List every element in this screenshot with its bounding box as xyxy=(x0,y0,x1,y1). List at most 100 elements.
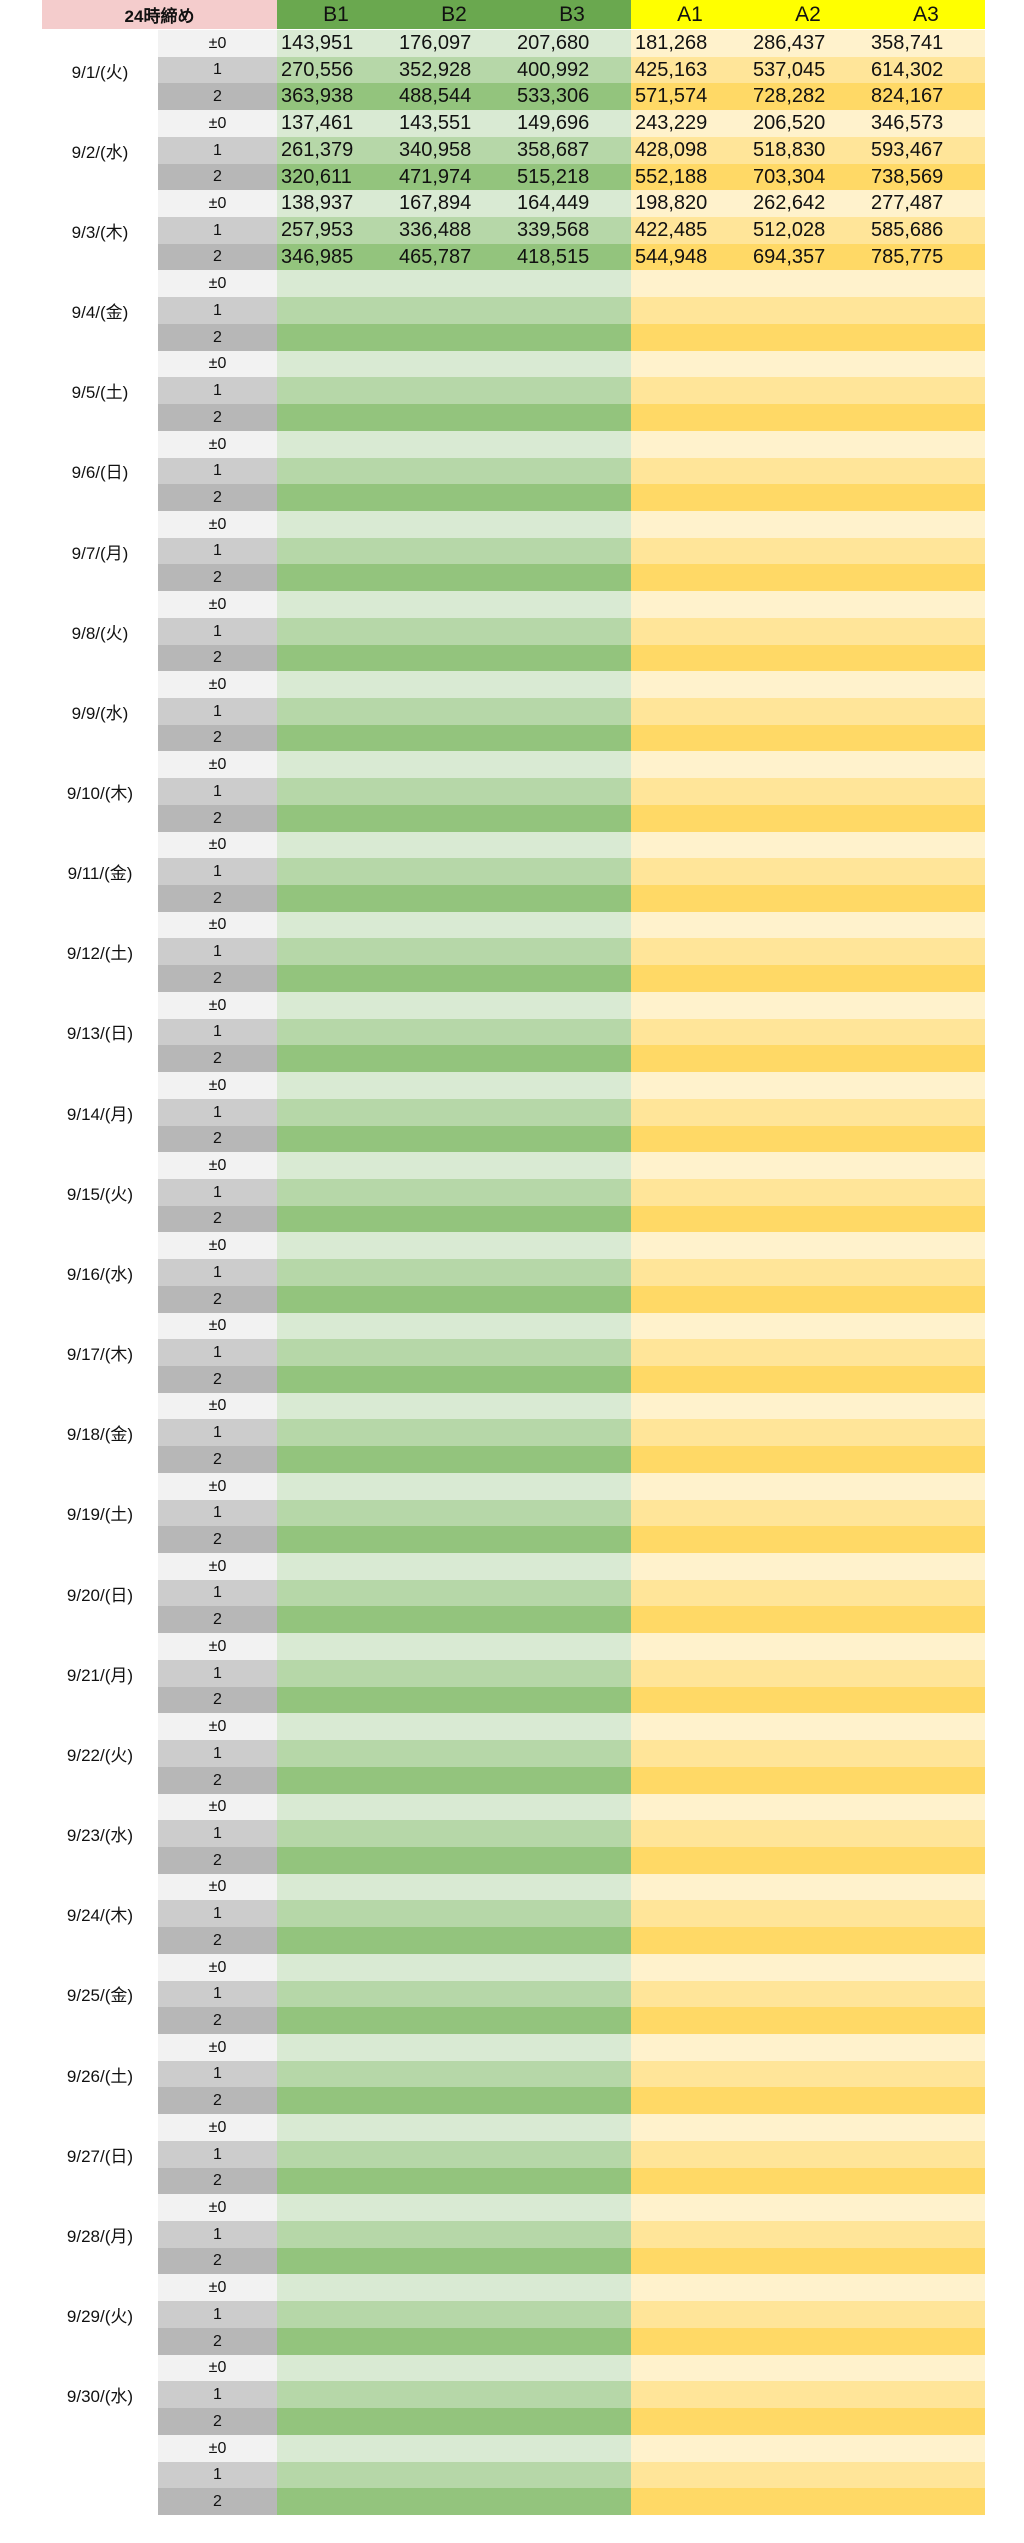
table-cell[interactable] xyxy=(631,1874,749,1900)
table-cell[interactable] xyxy=(395,1954,513,1981)
table-cell[interactable] xyxy=(277,1473,395,1500)
table-cell[interactable] xyxy=(867,938,985,965)
table-cell[interactable] xyxy=(513,538,631,564)
table-cell[interactable]: 181,268 xyxy=(631,30,749,57)
table-cell[interactable] xyxy=(631,965,749,992)
table-cell[interactable] xyxy=(513,2435,631,2462)
table-cell[interactable] xyxy=(277,1633,395,1660)
table-cell[interactable] xyxy=(513,832,631,858)
table-cell[interactable] xyxy=(395,938,513,965)
table-cell[interactable] xyxy=(867,1206,985,1232)
table-cell[interactable] xyxy=(395,778,513,805)
table-cell[interactable] xyxy=(749,698,867,725)
table-cell[interactable] xyxy=(513,1900,631,1927)
table-cell[interactable]: 320,611 xyxy=(277,164,395,190)
table-cell[interactable] xyxy=(749,1553,867,1580)
column-header-b3[interactable]: B3 xyxy=(513,0,631,29)
table-cell[interactable] xyxy=(395,2087,513,2114)
table-cell[interactable] xyxy=(749,645,867,671)
table-cell[interactable]: 262,642 xyxy=(749,190,867,217)
table-cell[interactable] xyxy=(395,2328,513,2355)
table-cell[interactable] xyxy=(867,1446,985,1473)
table-cell[interactable] xyxy=(749,2381,867,2408)
table-cell[interactable] xyxy=(513,1045,631,1072)
table-cell[interactable]: 336,488 xyxy=(395,217,513,244)
table-cell[interactable] xyxy=(749,2408,867,2435)
table-cell[interactable] xyxy=(867,1847,985,1874)
table-cell[interactable] xyxy=(867,725,985,751)
table-cell[interactable] xyxy=(867,1606,985,1633)
table-cell[interactable] xyxy=(395,1526,513,1553)
table-cell[interactable] xyxy=(395,1580,513,1606)
table-cell[interactable] xyxy=(749,270,867,297)
table-cell[interactable] xyxy=(395,404,513,431)
table-cell[interactable]: 428,098 xyxy=(631,137,749,164)
table-cell[interactable] xyxy=(277,484,395,511)
table-cell[interactable] xyxy=(513,1206,631,1232)
table-cell[interactable] xyxy=(749,297,867,324)
table-cell[interactable]: 143,551 xyxy=(395,110,513,137)
table-cell[interactable] xyxy=(867,1366,985,1393)
table-cell[interactable] xyxy=(631,404,749,431)
table-cell[interactable] xyxy=(631,2408,749,2435)
table-cell[interactable] xyxy=(867,270,985,297)
table-cell[interactable] xyxy=(395,671,513,698)
table-cell[interactable]: 738,569 xyxy=(867,164,985,190)
table-cell[interactable] xyxy=(867,751,985,778)
table-cell[interactable] xyxy=(277,351,395,377)
table-cell[interactable] xyxy=(277,1339,395,1366)
table-cell[interactable] xyxy=(867,1419,985,1446)
table-cell[interactable] xyxy=(513,1179,631,1206)
table-cell[interactable] xyxy=(395,2007,513,2034)
table-cell[interactable] xyxy=(749,538,867,564)
table-cell[interactable] xyxy=(277,2408,395,2435)
table-cell[interactable] xyxy=(867,885,985,912)
column-header-b2[interactable]: B2 xyxy=(395,0,513,29)
table-cell[interactable]: 143,951 xyxy=(277,30,395,57)
table-cell[interactable] xyxy=(513,1553,631,1580)
table-cell[interactable] xyxy=(631,591,749,618)
table-cell[interactable] xyxy=(277,885,395,912)
table-cell[interactable] xyxy=(277,1526,395,1553)
table-cell[interactable] xyxy=(867,297,985,324)
table-cell[interactable] xyxy=(867,992,985,1019)
table-cell[interactable] xyxy=(277,1419,395,1446)
table-cell[interactable] xyxy=(867,2087,985,2114)
table-cell[interactable] xyxy=(277,297,395,324)
table-cell[interactable] xyxy=(277,1393,395,1419)
table-cell[interactable] xyxy=(395,1927,513,1954)
table-cell[interactable] xyxy=(631,2248,749,2274)
table-cell[interactable] xyxy=(277,698,395,725)
table-cell[interactable] xyxy=(631,618,749,645)
table-cell[interactable] xyxy=(749,912,867,938)
table-cell[interactable] xyxy=(631,1206,749,1232)
table-cell[interactable] xyxy=(631,671,749,698)
table-cell[interactable] xyxy=(749,1313,867,1339)
table-cell[interactable] xyxy=(867,618,985,645)
table-cell[interactable] xyxy=(513,2408,631,2435)
table-cell[interactable] xyxy=(749,1045,867,1072)
table-cell[interactable] xyxy=(395,2061,513,2087)
table-cell[interactable] xyxy=(277,1900,395,1927)
table-cell[interactable]: 785,775 xyxy=(867,244,985,270)
table-cell[interactable] xyxy=(395,1900,513,1927)
table-cell[interactable] xyxy=(749,1393,867,1419)
table-cell[interactable]: 339,568 xyxy=(513,217,631,244)
table-cell[interactable]: 358,741 xyxy=(867,30,985,57)
table-cell[interactable] xyxy=(749,324,867,351)
table-cell[interactable] xyxy=(277,1232,395,1259)
table-cell[interactable] xyxy=(749,2355,867,2381)
table-cell[interactable] xyxy=(395,351,513,377)
table-cell[interactable] xyxy=(277,2061,395,2087)
table-cell[interactable] xyxy=(749,2488,867,2515)
table-cell[interactable] xyxy=(395,1553,513,1580)
table-cell[interactable] xyxy=(749,832,867,858)
table-cell[interactable] xyxy=(395,1072,513,1099)
table-cell[interactable] xyxy=(867,591,985,618)
table-cell[interactable] xyxy=(395,1099,513,1126)
table-cell[interactable] xyxy=(749,1820,867,1847)
table-cell[interactable] xyxy=(277,1099,395,1126)
table-cell[interactable] xyxy=(631,351,749,377)
table-cell[interactable] xyxy=(631,2087,749,2114)
table-cell[interactable] xyxy=(277,778,395,805)
